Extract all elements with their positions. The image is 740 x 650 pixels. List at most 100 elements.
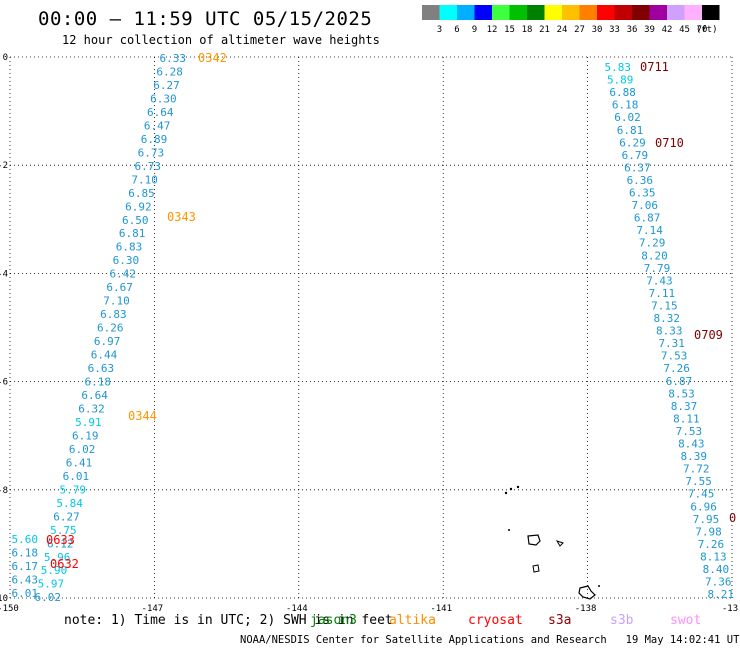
legend-label: 27 xyxy=(574,25,585,35)
track-east: 5.835.896.886.186.026.816.296.796.376.36… xyxy=(605,60,737,601)
legend-swatch xyxy=(632,5,650,20)
x-tick-label: -144 xyxy=(286,604,308,614)
legend-label: 30 xyxy=(592,25,603,35)
legend-swatch xyxy=(509,5,527,20)
legend-swatch xyxy=(544,5,562,20)
legend-label: 42 xyxy=(662,25,673,35)
satellite-legend-item: s3a xyxy=(548,613,572,628)
track-value-label: 6.12 xyxy=(47,537,74,550)
legend-swatch xyxy=(684,5,702,20)
track-value-label: 7.26 xyxy=(663,362,690,375)
track-time-label: 0711 xyxy=(640,60,669,74)
track-value-label: 6.29 xyxy=(619,136,646,149)
satellite-legend-item: altika xyxy=(389,613,436,628)
y-tick-label: -8 xyxy=(0,486,8,496)
legend-swatch xyxy=(579,5,597,20)
x-tick-label: -13 xyxy=(722,604,738,614)
track-value-label: 7.06 xyxy=(631,199,658,212)
satellite-legend-item: cryosat xyxy=(468,613,523,628)
track-time-label: 0 xyxy=(729,511,736,525)
track-value-label: 5.75 xyxy=(50,524,77,537)
track-time-label: 0710 xyxy=(655,136,684,150)
track-value-label: 7.15 xyxy=(651,299,678,312)
track-value-label: 6.89 xyxy=(141,133,168,146)
track-value-label: 8.53 xyxy=(668,387,695,400)
legend-swatch xyxy=(422,5,440,20)
legend-label: 70 xyxy=(697,25,708,35)
track-value-label: 6.44 xyxy=(91,349,118,362)
track-value-label: 6.30 xyxy=(150,92,177,105)
track-value-label: 6.88 xyxy=(609,86,636,99)
footer-credit: NOAA/NESDIS Center for Satellite Applica… xyxy=(240,634,740,646)
track-value-label: 6.36 xyxy=(627,174,654,187)
track-value-label: 7.29 xyxy=(639,237,666,250)
track-value-label: 6.01 xyxy=(63,470,90,483)
track-value-label: 6.33 xyxy=(160,52,187,65)
track-value-label: 6.83 xyxy=(116,241,143,254)
track-value-label: 6.27 xyxy=(153,79,180,92)
track-value-label: 7.43 xyxy=(646,274,673,287)
legend-label: 33 xyxy=(609,25,620,35)
legend-unit: (ft) xyxy=(696,25,718,35)
y-tick-label: -10 xyxy=(0,594,8,604)
track-value-label: 6.02 xyxy=(35,591,62,604)
legend-label: 39 xyxy=(644,25,655,35)
track-value-label: 5.83 xyxy=(605,61,632,74)
track-value-label: 6.97 xyxy=(94,335,121,348)
x-tick-label: -141 xyxy=(430,604,452,614)
x-tick-label: -138 xyxy=(575,604,597,614)
track-value-label: 7.26 xyxy=(698,538,725,551)
track-value-label: 7.55 xyxy=(685,475,712,488)
satellite-legend-item: jason3 xyxy=(310,613,357,628)
track-value-label: 7.72 xyxy=(683,463,710,476)
track-value-label: 6.87 xyxy=(634,212,661,225)
legend-swatch xyxy=(492,5,510,20)
track-value-label: 5.84 xyxy=(56,497,83,510)
track-value-label: 5.90 xyxy=(41,564,68,577)
track-value-label: 7.10 xyxy=(131,173,158,186)
track-value-label: 6.42 xyxy=(110,268,137,281)
color-legend: 3 6 9 12 15 18 21 24 27 30 33 36 39 42 45 70(ft) xyxy=(422,5,720,35)
track-value-label: 6.85 xyxy=(128,187,155,200)
y-tick-label: -6 xyxy=(0,378,8,388)
track-value-label: 6.30 xyxy=(113,254,140,267)
track-value-label: 7.53 xyxy=(676,425,703,438)
axis-tick-labels: -150 -147 -144 -141 -138 -13 0 -2 -4 -6 -8 -10 xyxy=(0,53,738,614)
track-value-label: 6.02 xyxy=(69,443,96,456)
legend-label: 18 xyxy=(522,25,533,35)
track-time-label: 0344 xyxy=(128,409,157,423)
track-value-label: 8.40 xyxy=(703,563,730,576)
track-value-label: 6.43 xyxy=(12,574,39,587)
track-value-label: 8.39 xyxy=(681,450,708,463)
map-title: 00:00 — 11:59 UTC 05/15/2025 xyxy=(38,8,373,30)
track-value-label: 7.45 xyxy=(688,488,715,501)
credit-text: NOAA/NESDIS Center for Satellite Applica… xyxy=(240,634,607,646)
legend-swatch xyxy=(614,5,632,20)
track-value-label: 8.13 xyxy=(700,550,727,563)
satellite-legend-item: s3b xyxy=(610,613,634,628)
legend-swatch xyxy=(474,5,492,20)
track-value-label: 6.32 xyxy=(78,402,105,415)
track-value-label: 7.31 xyxy=(658,337,685,350)
legend-label: 36 xyxy=(627,25,638,35)
legend-label: 45 xyxy=(679,25,690,35)
y-tick-label: -4 xyxy=(0,269,8,279)
track-time-label: 0633 xyxy=(46,533,75,547)
track-time-label: 0342 xyxy=(198,51,227,65)
track-value-label: 5.79 xyxy=(60,483,87,496)
track-value-label: 6.18 xyxy=(12,547,39,560)
track-value-label: 8.33 xyxy=(656,325,683,338)
track-value-label: 5.96 xyxy=(44,551,71,564)
legend-label: 3 xyxy=(437,25,442,35)
track-west-edge: 5.606.186.176.436.01 0633 0632 xyxy=(12,533,79,600)
track-time-label: 0632 xyxy=(50,557,79,571)
legend-label: 12 xyxy=(487,25,498,35)
track-value-label: 6.35 xyxy=(629,187,656,200)
legend-swatch xyxy=(597,5,615,20)
track-value-label: 6.19 xyxy=(72,429,99,442)
legend-label: 24 xyxy=(557,25,568,35)
legend-label: 6 xyxy=(454,25,459,35)
track-value-label: 6.17 xyxy=(12,560,39,573)
legend-swatch xyxy=(702,5,720,20)
